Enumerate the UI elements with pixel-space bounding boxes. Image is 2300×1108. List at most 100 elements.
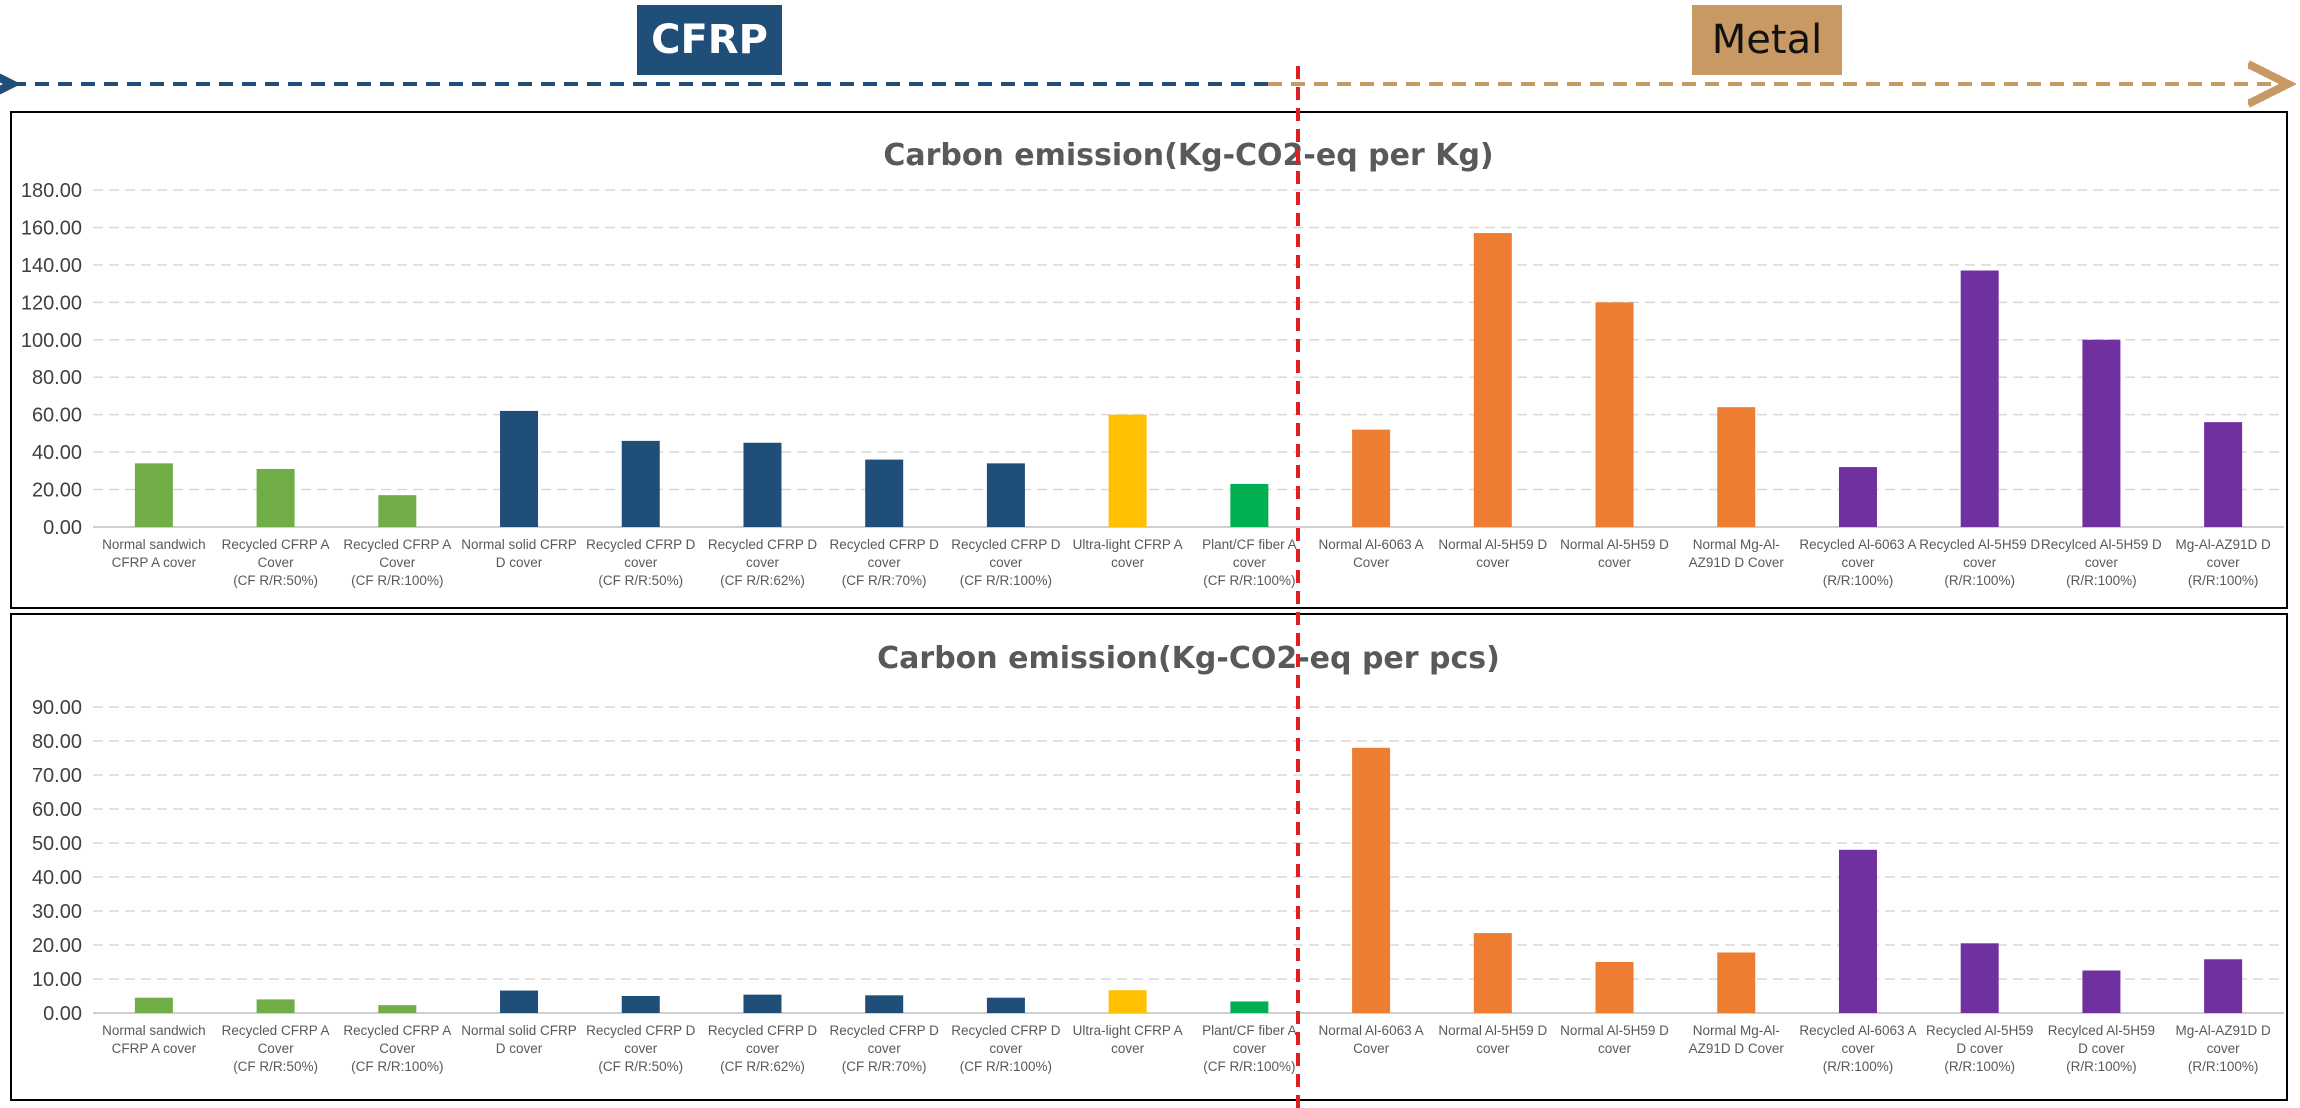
bar — [1473, 233, 1512, 528]
x-category-label: cover — [868, 1041, 902, 1056]
x-category-label: Recycled CFRP D — [708, 1023, 818, 1038]
bar — [621, 996, 660, 1013]
x-category-label: cover — [2207, 555, 2241, 570]
chart-per-kg: Carbon emission(Kg-CO2-eq per Kg) 0.00 20.… — [21, 138, 2284, 588]
x-category-label: Cover — [1353, 1041, 1390, 1056]
x-category-label: (CF R/R:100%) — [1203, 1059, 1295, 1074]
x-category-label: Normal sandwich — [102, 537, 206, 552]
bar — [378, 495, 417, 527]
x-category-label: Cover — [379, 1041, 416, 1056]
bar — [2082, 970, 2121, 1013]
bar — [1838, 467, 1877, 527]
x-category-label: Plant/CF fiber A — [1202, 537, 1297, 552]
x-category-label: D cover — [496, 555, 543, 570]
x-category-label: cover — [2207, 1041, 2241, 1056]
x-category-label: Recycled Al-6063 A — [1799, 537, 1916, 552]
y-tick-label: 120.00 — [21, 292, 82, 314]
x-category-label: (CF R/R:50%) — [598, 573, 683, 588]
x-category-label: CFRP A cover — [112, 555, 197, 570]
bar — [2204, 959, 2243, 1013]
y-tick-label: 0.00 — [43, 1003, 82, 1025]
x-category-label: (CF R/R:50%) — [233, 1059, 318, 1074]
bar — [256, 468, 295, 527]
x-category-label: Ultra-light CFRP A — [1073, 1023, 1183, 1038]
x-category-label: Cover — [258, 1041, 295, 1056]
bar — [2204, 422, 2243, 527]
chart-title: Carbon emission(Kg-CO2-eq per Kg) — [883, 138, 1493, 173]
x-category-label: Normal Al-5H59 D — [1560, 537, 1669, 552]
x-category-label: (R/R:100%) — [2188, 1059, 2259, 1074]
bar — [2082, 339, 2121, 527]
bar — [743, 994, 782, 1013]
x-category-label: (R/R:100%) — [1944, 1059, 2015, 1074]
x-category-label: (CF R/R:50%) — [598, 1059, 683, 1074]
x-category-label: (R/R:100%) — [2066, 1059, 2137, 1074]
x-category-label: Normal solid CFRP — [461, 537, 577, 552]
x-category-label: Plant/CF fiber A — [1202, 1023, 1297, 1038]
x-category-label: Normal sandwich — [102, 1023, 206, 1038]
x-category-label: Normal Al-6063 A — [1319, 537, 1424, 552]
bar — [1230, 483, 1269, 527]
x-category-label: Recylced Al-5H59 — [2048, 1023, 2155, 1038]
bar — [1960, 270, 1999, 527]
x-category-label: Normal solid CFRP — [461, 1023, 577, 1038]
x-category-label: D cover — [496, 1041, 543, 1056]
bar — [986, 997, 1025, 1013]
x-category-label: (CF R/R:62%) — [720, 1059, 805, 1074]
x-category-label: Recycled Al-5H59 — [1926, 1023, 2033, 1038]
x-category-label: (CF R/R:70%) — [842, 1059, 927, 1074]
chart-title: Carbon emission(Kg-CO2-eq per pcs) — [877, 641, 1500, 676]
x-category-label: cover — [1598, 555, 1632, 570]
y-tick-label: 50.00 — [32, 833, 82, 855]
y-tick-label: 60.00 — [32, 405, 82, 427]
x-category-label: (CF R/R:100%) — [960, 573, 1052, 588]
x-category-label: Recycled CFRP A — [343, 1023, 451, 1038]
x-category-label: cover — [868, 555, 902, 570]
x-category-label: Normal Al-5H59 D — [1560, 1023, 1669, 1038]
chart-panel-bottom — [10, 613, 2288, 1101]
x-category-label: AZ91D D Cover — [1689, 555, 1785, 570]
x-category-label: cover — [1598, 1041, 1632, 1056]
y-tick-label: 0.00 — [43, 517, 82, 539]
x-category-label: cover — [1963, 555, 1997, 570]
x-category-label: cover — [1233, 1041, 1267, 1056]
y-tick-label: 90.00 — [32, 697, 82, 719]
x-category-label: Normal Al-5H59 D — [1438, 1023, 1547, 1038]
x-category-label: cover — [1476, 555, 1510, 570]
x-category-label: Recycled CFRP D — [830, 1023, 940, 1038]
x-category-label: Recycled CFRP D — [708, 537, 818, 552]
bar — [1838, 849, 1877, 1013]
x-category-label: Recycled CFRP A — [343, 537, 451, 552]
y-tick-label: 100.00 — [21, 330, 82, 352]
bar — [1960, 943, 1999, 1013]
x-category-label: (R/R:100%) — [1823, 1059, 1894, 1074]
chart-per-pcs: Carbon emission(Kg-CO2-eq per pcs) 0.00 10… — [32, 641, 2284, 1074]
bar — [1473, 933, 1512, 1013]
y-tick-label: 40.00 — [32, 442, 82, 464]
bar — [865, 995, 904, 1013]
x-category-label: cover — [1111, 1041, 1145, 1056]
x-category-label: CFRP A cover — [112, 1041, 197, 1056]
bar — [1595, 302, 1634, 527]
x-category-label: Normal Mg-Al- — [1693, 1023, 1780, 1038]
x-category-label: Recycled CFRP D — [830, 537, 940, 552]
x-category-label: cover — [746, 555, 780, 570]
x-category-label: Recycled Al-6063 A — [1799, 1023, 1916, 1038]
x-category-label: Recycled CFRP D — [586, 1023, 696, 1038]
y-tick-label: 140.00 — [21, 255, 82, 277]
x-category-label: Recycled CFRP D — [951, 1023, 1061, 1038]
y-tick-label: 20.00 — [32, 935, 82, 957]
y-tick-label: 30.00 — [32, 901, 82, 923]
x-category-label: Normal Al-6063 A — [1319, 1023, 1424, 1038]
bar — [500, 410, 539, 527]
y-tick-label: 180.00 — [21, 180, 82, 202]
x-category-label: Normal Mg-Al- — [1693, 537, 1780, 552]
y-tick-label: 10.00 — [32, 969, 82, 991]
bar — [1352, 429, 1391, 527]
x-category-label: Normal Al-5H59 D — [1438, 537, 1547, 552]
x-category-label: (R/R:100%) — [2188, 573, 2259, 588]
bar — [1717, 952, 1756, 1013]
bar — [500, 990, 539, 1013]
x-category-label: cover — [1111, 555, 1145, 570]
